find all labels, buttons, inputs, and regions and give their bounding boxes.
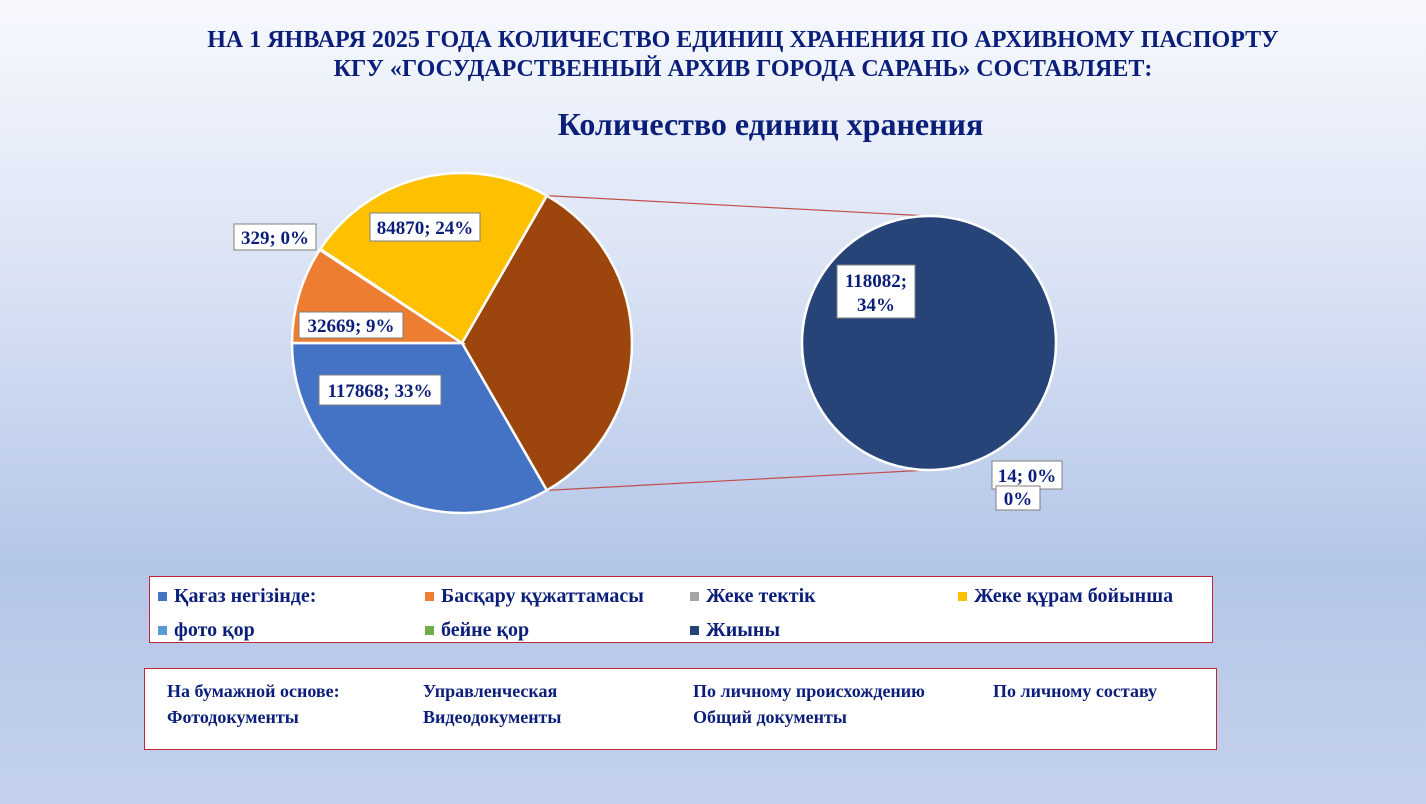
data-label-box-7 (836, 264, 916, 319)
data-label-box-5 (995, 485, 1041, 511)
data-label-box-3 (233, 223, 317, 251)
translation-box: На бумажной основе: Управленческая По личн… (144, 668, 1217, 750)
data-label-5: 0% (1004, 489, 1033, 510)
data-label-1: 117868; 33% (327, 381, 432, 402)
pie-of-pie-chart: 117868; 33% 32669; 9% 329; 0% 84870; 24% 14;… (233, 171, 1063, 515)
translation-item: Видеодокументы (423, 707, 562, 727)
slide-heading-line-2: КГУ «ГОСУДАРСТВЕННЫЙ АРХИВ ГОРОДА САРАНЬ… (333, 56, 1153, 82)
legend-swatch (690, 626, 699, 635)
legend-swatch (425, 592, 434, 601)
legend-label: Қағаз негізінде: (174, 585, 317, 607)
data-label-6: 14; 0% (998, 466, 1057, 487)
translation-item: Общий документы (693, 707, 847, 727)
pie-of-pie-slice-7 (800, 214, 1058, 472)
legend-label: Басқару құжаттамасы (441, 585, 644, 607)
legend-item: Жиыны (690, 619, 780, 642)
legend-item: Қағаз негізінде: (158, 585, 316, 608)
legend-label: фото қор (174, 619, 255, 641)
translation-item: Управленческая (423, 681, 558, 701)
legend-swatch (690, 592, 699, 601)
data-label-2: 32669; 9% (307, 316, 394, 337)
translation-item: Фотодокументы (167, 707, 299, 727)
legend-swatch (158, 592, 167, 601)
data-label-box-2 (298, 311, 404, 339)
legend-swatch (425, 626, 434, 635)
translation-item: По личному происхождению (693, 681, 925, 701)
legend-label: Жеке тектік (706, 585, 816, 607)
translation-item: По личному составу (993, 681, 1158, 701)
legend-swatch (158, 626, 167, 635)
slide-heading: НА 1 ЯНВАРЯ 2025 ГОДА КОЛИЧЕСТВО ЕДИНИЦ … (0, 26, 1426, 84)
connector-line-top (546, 195, 930, 217)
data-label-box-4 (369, 212, 481, 242)
chart-title: Количество единиц хранения (557, 106, 984, 142)
legend-item: бейне қор (425, 619, 529, 642)
legend-item: Басқару құжаттамасы (425, 585, 644, 608)
legend-label: Жеке құрам бойынша (974, 585, 1174, 607)
data-label-3: 329; 0% (241, 228, 309, 249)
data-label-box-1 (318, 374, 442, 406)
connector-line-bottom (546, 469, 930, 491)
legend-item: фото қор (158, 619, 255, 642)
translation-item: На бумажной основе: (167, 681, 340, 701)
legend-label: бейне қор (441, 619, 530, 641)
data-label-4: 84870; 24% (377, 218, 474, 239)
chart-legend: Қағаз негізінде: Басқару құжаттамасы Жеке … (149, 576, 1213, 643)
legend-swatch (958, 592, 967, 601)
slide-heading-line-1: НА 1 ЯНВАРЯ 2025 ГОДА КОЛИЧЕСТВО ЕДИНИЦ … (207, 27, 1279, 53)
legend-item: Жеке құрам бойынша (958, 585, 1173, 608)
data-label-7: 118082; 34% (845, 271, 907, 316)
legend-item: Жеке тектік (690, 585, 816, 608)
legend-label: Жиыны (706, 619, 781, 641)
